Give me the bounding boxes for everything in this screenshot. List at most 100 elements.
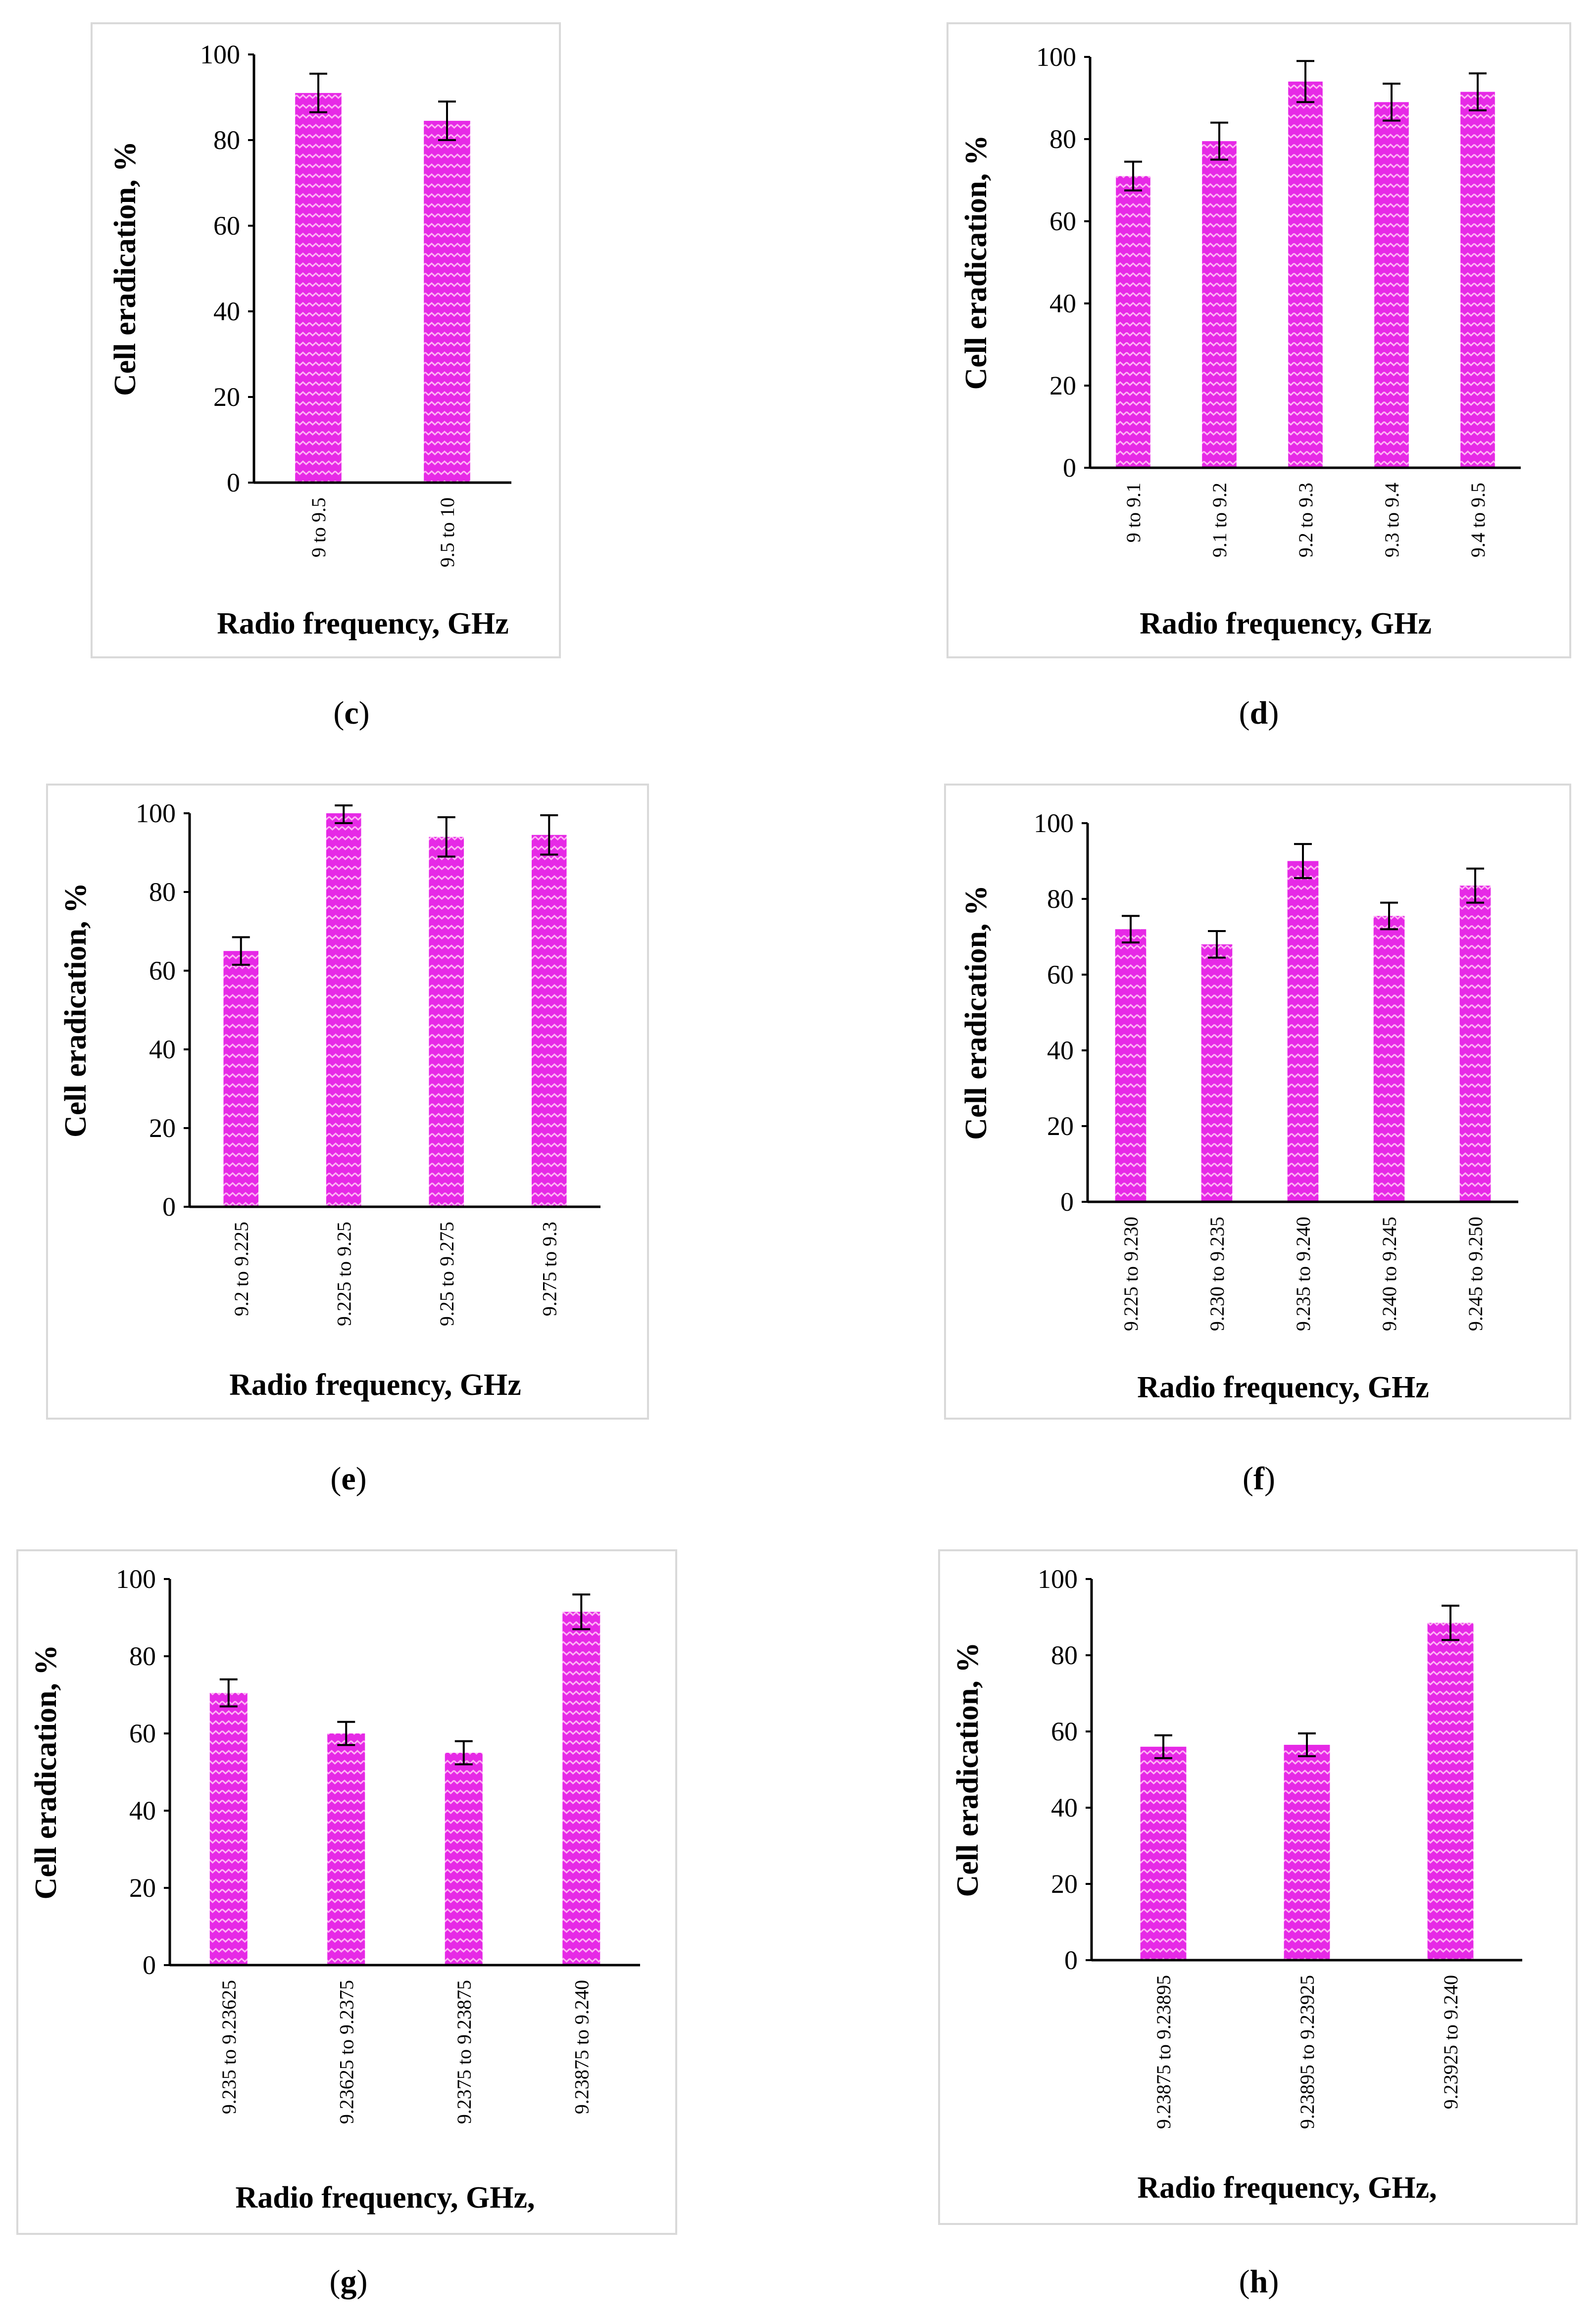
- y-tick-label: 100: [136, 798, 176, 828]
- y-tick-label: 40: [129, 1796, 156, 1826]
- x-axis-label: Radio frequency, GHz: [229, 1368, 521, 1402]
- bar: [1116, 176, 1150, 468]
- caption-g: (g): [329, 2264, 368, 2300]
- y-tick-label: 0: [1063, 453, 1076, 483]
- caption-d: (d): [1239, 695, 1279, 731]
- x-tick-label: 9.25 to 9.275: [436, 1222, 458, 1326]
- y-axis-label: Cell eradication, %: [959, 135, 993, 390]
- y-tick-label: 20: [213, 382, 240, 412]
- y-tick-label: 80: [149, 877, 176, 907]
- caption-h: (h): [1239, 2264, 1279, 2300]
- y-tick-label: 40: [213, 296, 240, 326]
- bar: [1374, 102, 1409, 468]
- y-tick-label: 100: [200, 40, 240, 69]
- bar: [1427, 1623, 1474, 1960]
- x-tick-label: 9.23875 to 9.23895: [1152, 1975, 1175, 2129]
- x-axis-label: Radio frequency, GHz,: [235, 2181, 535, 2215]
- y-tick-label: 0: [227, 468, 240, 497]
- chart-frame: [938, 1549, 1578, 2225]
- y-axis-label: Cell eradication, %: [59, 883, 93, 1137]
- bar: [1140, 1746, 1187, 1960]
- y-tick-label: 0: [1060, 1187, 1074, 1217]
- x-axis-label: Radio frequency, GHz,: [1137, 2171, 1437, 2205]
- x-tick-label: 9.2 to 9.3: [1295, 483, 1317, 557]
- x-tick-label: 9.23895 to 9.23925: [1296, 1975, 1318, 2129]
- bar: [326, 813, 361, 1207]
- bar: [1288, 81, 1323, 468]
- x-tick-label: 9.2 to 9.225: [230, 1222, 252, 1316]
- x-tick-label: 9.5 to 10: [436, 497, 458, 567]
- y-axis-label: Cell eradication, %: [108, 141, 142, 396]
- x-tick-label: 9.245 to 9.250: [1464, 1217, 1487, 1331]
- x-tick-label: 9 to 9.1: [1122, 483, 1145, 543]
- y-tick-label: 40: [1047, 1036, 1074, 1065]
- chart-panel-g: 0 20 40 60 80 100 9.235 to 9.23625 9.23625 to 9…: [16, 1549, 677, 2235]
- x-tick-label: 9.1 to 9.2: [1208, 483, 1231, 557]
- y-tick-label: 60: [1051, 1717, 1078, 1746]
- y-tick-label: 0: [162, 1192, 176, 1222]
- caption-f: (f): [1243, 1461, 1275, 1497]
- x-tick-label: 9 to 9.5: [307, 497, 330, 557]
- bar: [562, 1612, 600, 1965]
- x-axis-label: Radio frequency, GHz: [217, 607, 509, 641]
- y-tick-label: 100: [1034, 808, 1074, 838]
- x-tick-label: 9.225 to 9.230: [1120, 1217, 1142, 1331]
- x-axis-label: Radio frequency, GHz: [1140, 607, 1432, 641]
- chart-panel-e: 0 20 40 60 80 100 9.2 to 9.225 9.225 to 9.25 9.2…: [46, 784, 649, 1420]
- x-axis-label: Radio frequency, GHz: [1137, 1371, 1429, 1404]
- y-tick-label: 100: [116, 1564, 156, 1594]
- y-tick-label: 0: [1064, 1945, 1078, 1975]
- y-tick-label: 100: [1038, 1564, 1078, 1594]
- bar: [1459, 886, 1491, 1202]
- chart-panel-c: 0 20 40 60 80 100 9 to 9.5 9.5 to 10 Cell eradic…: [91, 22, 561, 658]
- bar: [1284, 1744, 1330, 1960]
- bar: [424, 121, 470, 483]
- y-tick-label: 40: [1049, 289, 1076, 318]
- x-tick-label: 9.275 to 9.3: [538, 1222, 560, 1316]
- y-tick-label: 20: [1049, 371, 1076, 400]
- chart-panel-f: 0 20 40 60 80 100 9.225 to 9.230 9.230 to 9.235…: [944, 784, 1571, 1420]
- y-axis-label: Cell eradication, %: [29, 1645, 63, 1900]
- bar: [429, 837, 464, 1207]
- x-tick-label: 9.23625 to 9.2375: [335, 1980, 357, 2124]
- y-tick-label: 80: [1047, 884, 1074, 914]
- y-tick-label: 20: [149, 1113, 176, 1143]
- x-tick-label: 9.23875 to 9.240: [570, 1980, 593, 2114]
- y-tick-label: 100: [1036, 42, 1076, 72]
- x-tick-label: 9.225 to 9.25: [333, 1222, 355, 1326]
- bar: [1202, 141, 1237, 468]
- y-tick-label: 80: [129, 1641, 156, 1671]
- x-tick-label: 9.230 to 9.235: [1206, 1217, 1228, 1331]
- chart-panel-d: 0 20 40 60 80 100 9 to 9.1 9.1 to 9.2 9.2 to 9.3…: [947, 22, 1571, 658]
- chart-panel-h: 0 20 40 60 80 100 9.23875 to 9.23895 9.23895 to…: [938, 1549, 1578, 2225]
- x-tick-label: 9.240 to 9.245: [1378, 1217, 1400, 1331]
- x-tick-label: 9.235 to 9.23625: [218, 1980, 240, 2114]
- y-tick-label: 40: [1051, 1793, 1078, 1823]
- y-tick-label: 40: [149, 1035, 176, 1064]
- y-tick-label: 20: [1047, 1111, 1074, 1141]
- y-tick-label: 20: [129, 1873, 156, 1903]
- bar: [223, 951, 259, 1207]
- bar: [1460, 92, 1495, 468]
- bar: [1115, 929, 1147, 1202]
- y-tick-label: 60: [129, 1719, 156, 1748]
- bar: [295, 93, 342, 483]
- bar: [1373, 916, 1405, 1202]
- y-tick-label: 80: [1049, 124, 1076, 154]
- bar: [327, 1733, 365, 1965]
- bar: [209, 1693, 248, 1965]
- bar: [445, 1753, 483, 1965]
- bar: [1201, 944, 1233, 1202]
- y-axis-label: Cell eradication, %: [959, 885, 993, 1140]
- bar: [531, 835, 567, 1207]
- y-tick-label: 80: [1051, 1640, 1078, 1670]
- bar: [1287, 861, 1319, 1202]
- y-tick-label: 0: [143, 1950, 156, 1980]
- x-tick-label: 9.2375 to 9.23875: [453, 1980, 475, 2124]
- y-tick-label: 60: [1047, 960, 1074, 989]
- y-tick-label: 60: [1049, 206, 1076, 236]
- x-tick-label: 9.23925 to 9.240: [1440, 1975, 1462, 2109]
- x-tick-label: 9.4 to 9.5: [1467, 483, 1489, 557]
- y-tick-label: 60: [149, 956, 176, 986]
- caption-c: (c): [333, 695, 370, 731]
